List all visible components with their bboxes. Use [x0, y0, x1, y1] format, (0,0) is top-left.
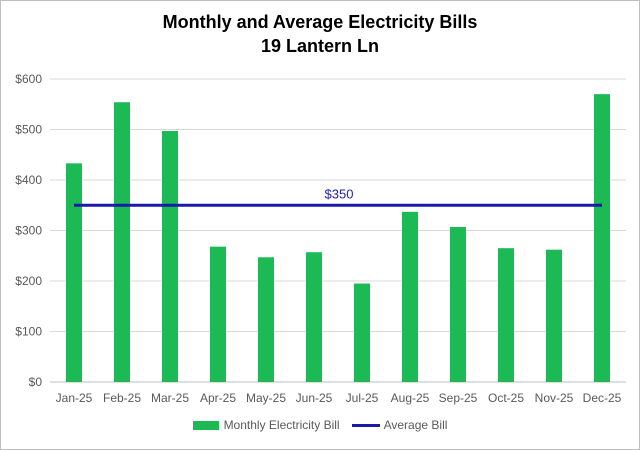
average-data-label: $350	[325, 186, 354, 201]
y-tick-label: $100	[15, 325, 42, 339]
x-tick-label: Feb-25	[103, 391, 141, 405]
chart-title: Monthly and Average Electricity Bills	[162, 12, 478, 32]
bar	[546, 249, 562, 382]
bar	[594, 94, 610, 383]
x-tick-label: May-25	[246, 391, 286, 405]
x-tick-label: Jun-25	[296, 391, 333, 405]
legend-item-monthly: Monthly Electricity Bill	[192, 418, 340, 432]
legend-label-average: Average Bill	[383, 418, 448, 432]
y-tick-label: $400	[15, 173, 42, 187]
bar	[450, 226, 466, 382]
x-tick-label: Nov-25	[535, 391, 574, 405]
bar	[306, 252, 322, 382]
bar	[402, 211, 418, 382]
x-tick-label: Sep-25	[439, 391, 478, 405]
x-tick-label: Apr-25	[200, 391, 236, 405]
y-tick-label: $0	[29, 375, 43, 389]
bar	[162, 131, 178, 382]
x-tick-label: Mar-25	[151, 391, 189, 405]
legend-swatch-line	[351, 423, 380, 427]
legend-label-monthly: Monthly Electricity Bill	[223, 418, 340, 432]
x-tick-label: Jan-25	[56, 391, 93, 405]
bar	[114, 102, 130, 382]
legend-item-average: Average Bill	[351, 418, 448, 432]
y-tick-label: $500	[15, 123, 42, 137]
y-tick-label: $200	[15, 274, 42, 288]
x-tick-label: Aug-25	[391, 391, 430, 405]
bar	[354, 283, 370, 382]
x-tick-label: Jul-25	[346, 391, 379, 405]
legend-swatch-bar	[192, 420, 219, 430]
bar	[258, 257, 274, 382]
bar	[498, 248, 514, 382]
x-tick-label: Dec-25	[583, 391, 622, 405]
x-tick-label: Oct-25	[488, 391, 524, 405]
chart-legend: Monthly Electricity Bill Average Bill	[0, 418, 640, 432]
y-tick-label: $600	[15, 72, 42, 86]
bar	[210, 246, 226, 382]
chart-subtitle: 19 Lantern Ln	[260, 36, 380, 56]
bar	[66, 163, 82, 382]
y-tick-label: $300	[15, 224, 42, 238]
